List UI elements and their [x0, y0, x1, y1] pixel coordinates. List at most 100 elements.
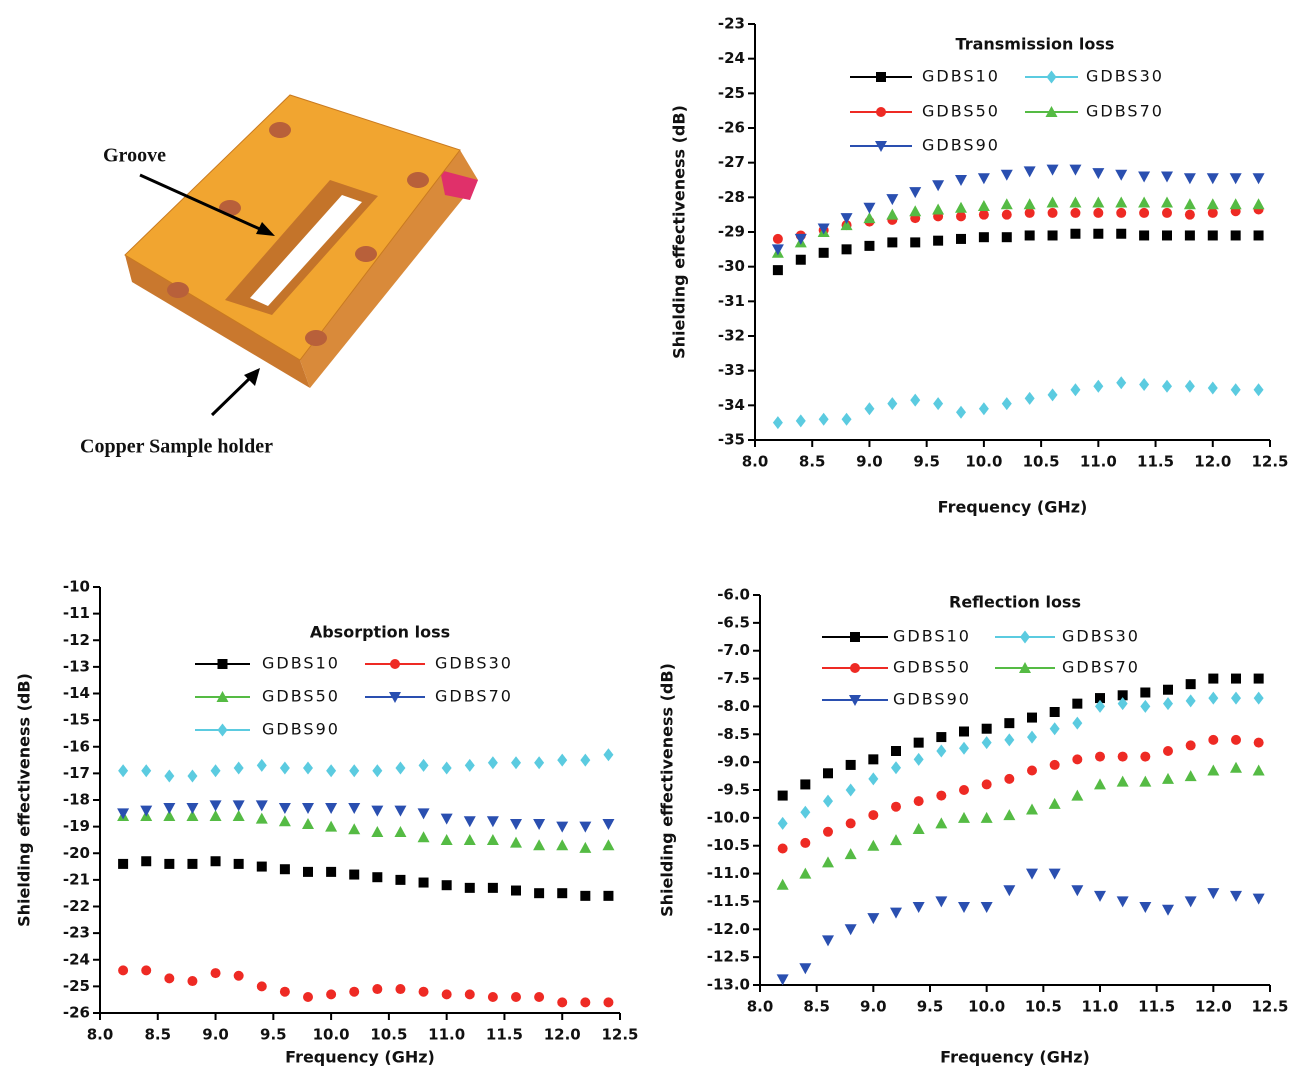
marker [1070, 229, 1080, 239]
marker [1027, 731, 1037, 744]
marker [1027, 766, 1037, 776]
marker [846, 760, 856, 770]
y-tick-label: -8.0 [717, 697, 750, 715]
marker [418, 831, 430, 842]
legend-label: GDBS90 [262, 720, 340, 739]
marker [795, 234, 807, 245]
marker [1004, 774, 1014, 784]
marker [796, 414, 806, 427]
marker [211, 968, 221, 978]
marker [326, 867, 336, 877]
marker [933, 397, 943, 410]
arrow [212, 378, 250, 415]
y-tick-label: -24 [718, 49, 745, 67]
y-tick-label: -9.5 [717, 781, 750, 799]
marker [279, 815, 291, 826]
y-tick-label: -13.0 [707, 976, 750, 994]
marker [932, 180, 944, 191]
legend-label: GDBS90 [893, 690, 971, 709]
marker [141, 965, 151, 975]
marker [909, 187, 921, 198]
y-tick-label: -27 [718, 153, 745, 171]
marker [936, 745, 946, 758]
marker [325, 803, 337, 814]
legend-label: GDBS50 [893, 658, 971, 677]
y-tick-label: -26 [718, 119, 745, 137]
marker [234, 762, 244, 775]
marker [1163, 697, 1173, 710]
legend-marker [850, 632, 860, 642]
marker [325, 821, 337, 832]
legend-label: GDBS10 [893, 627, 971, 646]
marker [441, 834, 453, 845]
x-tick-label: 9.5 [913, 453, 940, 471]
legend-entry: GDBS10 [850, 67, 1000, 86]
hole [355, 246, 377, 262]
marker [1071, 790, 1083, 801]
marker [1001, 170, 1013, 181]
x-tick-label: 9.0 [202, 1026, 229, 1044]
marker [1025, 392, 1035, 405]
marker [1093, 208, 1103, 218]
marker [1231, 383, 1241, 396]
marker [886, 209, 898, 220]
marker [533, 839, 545, 850]
marker [556, 839, 568, 850]
marker [1254, 230, 1264, 240]
marker [511, 992, 521, 1002]
sample-holder-illustration: Groove Copper Sample holder [80, 95, 478, 458]
marker [868, 754, 878, 764]
marker [1231, 692, 1241, 705]
marker [349, 870, 359, 880]
marker [394, 826, 406, 837]
marker [842, 413, 852, 426]
marker [982, 779, 992, 789]
legend-label: GDBS70 [435, 687, 513, 706]
marker [846, 818, 856, 828]
marker [1138, 172, 1150, 183]
marker [914, 738, 924, 748]
marker [557, 888, 567, 898]
marker [349, 987, 359, 997]
marker [465, 759, 475, 772]
y-tick-label: -11 [63, 604, 90, 622]
marker [442, 880, 452, 890]
marker [1049, 869, 1061, 880]
legend-entry: GDBS10 [195, 654, 340, 673]
marker [1050, 707, 1060, 717]
y-axis-label: Shielding effectiveness (dB) [670, 105, 689, 359]
marker [187, 976, 197, 986]
chart-panel: -10-11-12-13-14-15-16-17-18-19-20-21-22-… [15, 578, 639, 1067]
marker [800, 838, 810, 848]
chart-panel: -6.0-6.5-7.0-7.5-8.0-8.5-9.0-9.5-10.0-10… [658, 586, 1289, 1067]
marker [1027, 713, 1037, 723]
marker [1161, 172, 1173, 183]
marker [257, 759, 267, 772]
marker [1025, 230, 1035, 240]
marker [982, 736, 992, 749]
marker [1208, 674, 1218, 684]
marker [1071, 885, 1083, 896]
marker [1208, 230, 1218, 240]
marker [1024, 166, 1036, 177]
marker [891, 761, 901, 774]
marker [958, 902, 970, 913]
marker [772, 244, 784, 255]
x-tick-label: 11.0 [1080, 453, 1117, 471]
marker [1139, 902, 1151, 913]
marker [580, 997, 590, 1007]
legend-entry: GDBS70 [995, 658, 1140, 677]
y-tick-label: -35 [718, 431, 745, 449]
y-tick-label: -18 [63, 791, 90, 809]
x-tick-label: 11.5 [1138, 998, 1175, 1016]
marker [1001, 198, 1013, 209]
marker [777, 974, 789, 985]
marker [1115, 170, 1127, 181]
marker [326, 764, 336, 777]
marker [1025, 208, 1035, 218]
marker [1069, 165, 1081, 176]
marker [603, 997, 613, 1007]
legend-marker [390, 659, 400, 669]
marker [1208, 735, 1218, 745]
legend-marker [850, 663, 860, 673]
